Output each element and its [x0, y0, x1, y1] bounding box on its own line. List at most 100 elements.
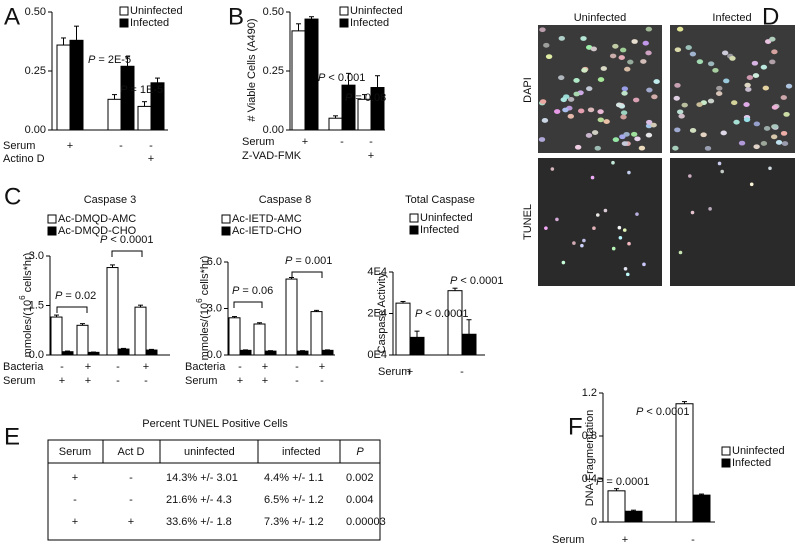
nucleus — [743, 102, 750, 107]
nucleus — [539, 99, 547, 105]
legend-swatch — [47, 226, 57, 236]
row-label: Serum — [3, 140, 35, 152]
bar — [409, 336, 425, 356]
y-tick-label: 0.50 — [25, 6, 46, 18]
nucleus — [674, 127, 681, 133]
nucleus — [543, 42, 550, 48]
nucleus — [611, 160, 615, 165]
nucleus — [572, 241, 576, 245]
y-axis-label: DNA Fragmentation — [584, 410, 596, 507]
legend-label: Ac-IETD-CHO — [232, 225, 302, 237]
panel-letter: F — [568, 413, 583, 440]
legend-swatch — [409, 213, 419, 223]
table-header: Serum — [59, 446, 91, 458]
table-header: Act D — [118, 446, 145, 458]
legend-swatch — [721, 458, 731, 468]
nucleus — [600, 66, 607, 71]
nucleus — [645, 26, 653, 32]
panel-letter: B — [228, 3, 244, 30]
nucleus — [753, 144, 760, 150]
nucleus — [780, 130, 788, 136]
nucleus — [558, 35, 565, 41]
legend-label: Infected — [350, 17, 389, 29]
nucleus — [582, 238, 586, 243]
legend-label: Ac-DMQD-CHO — [58, 225, 137, 237]
annotation-symbol: P — [100, 234, 108, 246]
nucleus — [676, 26, 684, 32]
y-tick-label: 0.0 — [29, 349, 44, 361]
nucleus — [768, 166, 772, 171]
legend-label: Infected — [732, 457, 771, 469]
bar — [61, 351, 74, 356]
nucleus — [651, 94, 658, 100]
nucleus — [627, 170, 631, 175]
nucleus — [689, 128, 697, 133]
nucleus — [689, 51, 697, 57]
bar — [76, 324, 89, 356]
table-header: P — [356, 446, 364, 458]
nucleus — [752, 73, 760, 78]
nucleus — [595, 213, 600, 217]
y-tick-label: 6.0 — [207, 256, 222, 268]
nucleus — [746, 75, 754, 80]
nucleus — [640, 59, 647, 64]
annotation-text: < 0.0001 — [646, 406, 689, 418]
nucleus — [597, 117, 604, 123]
annotation-symbol: P — [55, 290, 63, 302]
nucleus — [623, 266, 628, 271]
nucleus — [715, 91, 723, 96]
legend-swatch — [119, 6, 129, 16]
nucleus — [672, 145, 679, 151]
y-axis-label-part: cells*hr) — [199, 256, 211, 296]
y-tick-label: 4E4 — [367, 266, 387, 278]
row-value: + — [302, 136, 308, 148]
annotation-text: < 0.0001 — [110, 234, 153, 246]
legend-swatch — [47, 214, 57, 224]
nucleus — [783, 111, 790, 117]
panel-letter: E — [4, 423, 20, 450]
nucleus — [760, 64, 768, 70]
nucleus — [707, 61, 715, 67]
table-cell: - — [73, 494, 77, 506]
nucleus — [619, 134, 626, 140]
nucleus — [700, 132, 707, 138]
nucleus — [591, 130, 599, 135]
table-cell: 6.5% +/- 1.2 — [264, 494, 324, 506]
annotation: P < 0.0001 — [415, 308, 468, 320]
bar — [145, 349, 158, 356]
legend-swatch — [721, 446, 731, 456]
nucleus — [745, 87, 752, 92]
legend-label: Ac-DMQD-AMC — [58, 213, 136, 225]
row-value: + — [67, 140, 73, 152]
nucleus — [708, 207, 712, 211]
annotation-text: = 0.08 — [355, 92, 386, 104]
micrograph — [670, 158, 795, 286]
nucleus — [597, 77, 605, 82]
nucleus — [580, 36, 587, 41]
bar — [357, 98, 372, 131]
y-tick-label: 0E4 — [367, 349, 387, 361]
bar — [395, 302, 411, 356]
nucleus — [681, 102, 688, 108]
annotation-symbol: P — [318, 72, 326, 84]
table: Percent TUNEL Positive Cells Serum Act D u… — [47, 418, 386, 541]
nucleus — [690, 210, 695, 215]
micrograph — [670, 25, 795, 153]
table-cell: - — [129, 494, 133, 506]
nucleus — [578, 108, 585, 114]
row-value: + — [319, 361, 325, 373]
nucleus — [541, 118, 549, 123]
nucleus — [622, 228, 627, 232]
nucleus — [678, 250, 683, 255]
row-value: - — [369, 136, 373, 148]
bar — [56, 44, 71, 131]
column-label: Uninfected — [574, 12, 627, 24]
annotation-symbol: P — [450, 275, 458, 287]
table-cell: 4.4% +/- 1.1 — [264, 472, 324, 484]
nucleus — [650, 122, 657, 128]
nucleus — [645, 119, 653, 125]
nucleus — [621, 90, 628, 96]
nucleus — [696, 102, 703, 108]
legend-label: Uninfected — [350, 5, 403, 17]
micrographs: Uninfected Infected DAPI TUNEL — [522, 12, 795, 286]
